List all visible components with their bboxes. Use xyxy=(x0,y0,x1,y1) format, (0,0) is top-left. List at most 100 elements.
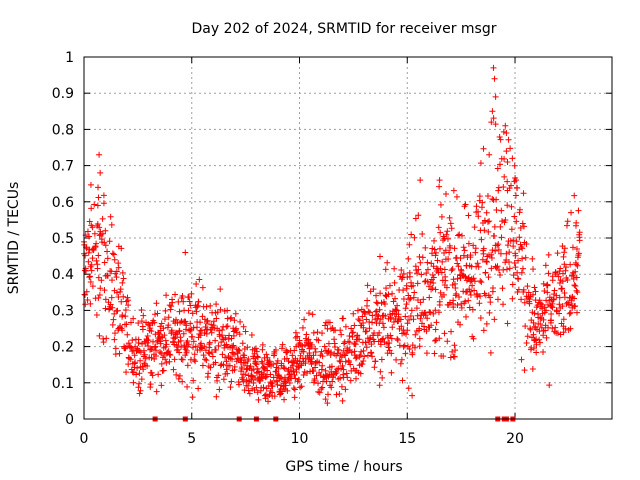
data-point xyxy=(458,300,465,307)
data-point xyxy=(544,282,551,289)
data-point xyxy=(184,383,191,390)
data-point xyxy=(529,365,536,372)
data-point xyxy=(274,357,281,364)
data-point xyxy=(411,289,418,296)
data-point xyxy=(199,284,206,291)
data-point xyxy=(340,315,347,322)
data-point xyxy=(513,218,520,225)
data-point xyxy=(353,375,360,382)
data-point xyxy=(404,320,411,327)
data-point xyxy=(184,337,191,344)
data-point xyxy=(527,326,534,333)
data-points xyxy=(81,64,583,407)
data-point xyxy=(205,370,212,377)
data-point xyxy=(140,347,147,354)
data-point xyxy=(436,245,443,252)
data-point xyxy=(104,255,111,262)
data-point xyxy=(173,316,180,323)
y-tick-label: 0 xyxy=(65,412,74,428)
data-point xyxy=(477,293,484,300)
data-point xyxy=(523,240,530,247)
data-point xyxy=(196,276,203,283)
data-point xyxy=(240,323,247,330)
data-point xyxy=(331,344,338,351)
data-point xyxy=(462,298,469,305)
data-point xyxy=(567,325,574,332)
data-point xyxy=(360,358,367,365)
data-point xyxy=(567,261,574,268)
data-point xyxy=(540,316,547,323)
data-point xyxy=(393,356,400,363)
data-point xyxy=(388,350,395,357)
data-point xyxy=(551,287,558,294)
data-point xyxy=(363,302,370,309)
data-point xyxy=(487,299,494,306)
data-point xyxy=(512,252,519,259)
data-point xyxy=(189,394,196,401)
data-point xyxy=(338,331,345,338)
data-point xyxy=(391,265,398,272)
x-tick-label: 20 xyxy=(506,431,524,447)
data-point xyxy=(473,203,480,210)
data-point xyxy=(405,385,412,392)
data-point xyxy=(315,380,322,387)
data-point xyxy=(134,365,141,372)
data-point xyxy=(474,260,481,267)
data-point xyxy=(370,286,377,293)
data-point xyxy=(571,192,578,199)
data-point xyxy=(201,343,208,350)
data-point xyxy=(511,213,518,220)
data-point xyxy=(96,232,103,239)
data-point xyxy=(290,385,297,392)
data-point xyxy=(401,342,408,349)
data-point xyxy=(310,368,317,375)
data-point xyxy=(84,296,91,303)
data-point xyxy=(226,362,233,369)
data-point xyxy=(279,341,286,348)
data-point xyxy=(244,382,251,389)
data-point xyxy=(344,374,351,381)
data-point xyxy=(373,292,380,299)
data-point xyxy=(86,218,93,225)
data-point xyxy=(416,343,423,350)
data-point xyxy=(486,309,493,316)
data-point xyxy=(369,312,376,319)
y-tick-label: 0.7 xyxy=(52,159,74,175)
data-point xyxy=(141,351,148,358)
data-point xyxy=(236,331,243,338)
data-point xyxy=(454,302,461,309)
data-point xyxy=(239,340,246,347)
data-point xyxy=(398,323,405,330)
data-point xyxy=(102,242,109,249)
data-point xyxy=(109,250,116,257)
data-point xyxy=(560,316,567,323)
data-point xyxy=(343,370,350,377)
data-point xyxy=(548,317,555,324)
data-point xyxy=(497,250,504,257)
data-point xyxy=(281,365,288,372)
data-point xyxy=(300,348,307,355)
data-point xyxy=(545,251,552,258)
data-point xyxy=(567,309,574,316)
data-point xyxy=(432,307,439,314)
data-point xyxy=(572,282,579,289)
data-point xyxy=(480,327,487,334)
data-point xyxy=(91,201,98,208)
x-tick-label: 15 xyxy=(398,431,416,447)
data-point xyxy=(458,232,465,239)
data-point xyxy=(423,270,430,277)
data-point xyxy=(185,294,192,301)
data-point xyxy=(127,343,134,350)
data-point xyxy=(324,391,331,398)
data-point xyxy=(131,352,138,359)
data-point xyxy=(109,277,116,284)
data-point xyxy=(489,247,496,254)
data-point xyxy=(246,377,253,384)
data-point xyxy=(255,396,262,403)
data-point xyxy=(530,345,537,352)
data-point xyxy=(431,237,438,244)
data-point xyxy=(423,350,430,357)
data-point xyxy=(430,274,437,281)
data-point xyxy=(423,328,430,335)
data-point xyxy=(351,322,358,329)
